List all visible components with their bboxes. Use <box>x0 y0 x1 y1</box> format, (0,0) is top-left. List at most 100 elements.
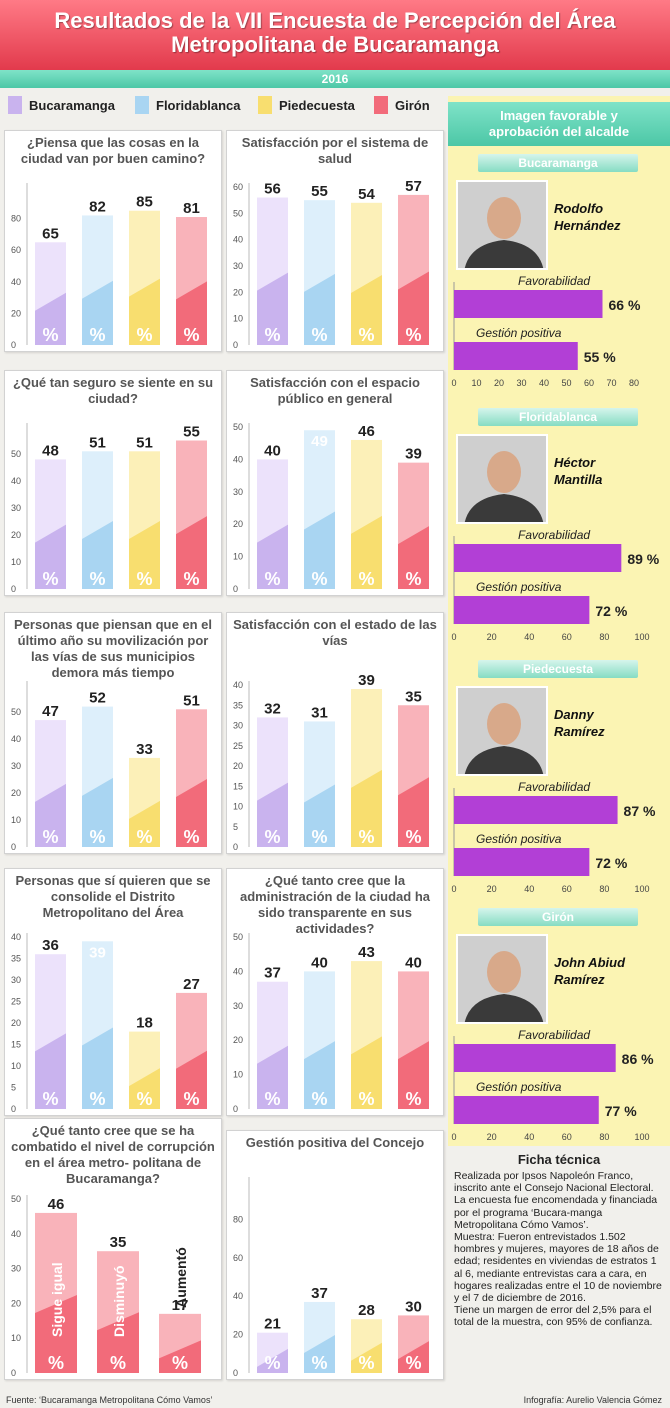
legend-item: Piedecuesta <box>258 95 355 115</box>
y-tick-label: 10 <box>11 815 21 825</box>
favorability-label: Favorabilidad <box>518 780 591 794</box>
y-tick-label: 35 <box>11 954 21 964</box>
legend-item: Floridablanca <box>135 95 241 115</box>
bar-value-label: 31 <box>311 704 328 721</box>
mayor-tick-label: 100 <box>634 1132 649 1142</box>
management-value: 72 % <box>595 603 627 619</box>
bar-shade <box>176 516 207 589</box>
y-tick-label: 0 <box>233 1368 238 1378</box>
technical-sheet-text-2: Muestra: Fueron entrevistados 1.502 homb… <box>454 1231 662 1305</box>
chart-svg: 0 5 10 15 20 25 30 35 40 36% 39% 18% 27% <box>11 932 207 1114</box>
mayor-photo <box>456 434 548 524</box>
bar-shade <box>82 521 113 589</box>
title-line-1: Resultados de la VII Encuesta de Percepc… <box>54 8 616 33</box>
chart-svg: 0 10 20 30 40 50 60 56% 55% 54% 57% <box>233 178 429 350</box>
bar-value-label: 55 <box>311 183 328 200</box>
bar-value-label: 35 <box>405 688 422 705</box>
y-tick-label: 40 <box>233 454 243 464</box>
management-value: 72 % <box>595 855 627 871</box>
y-tick-label: 5 <box>11 1083 16 1093</box>
favorability-label: Favorabilidad <box>518 1028 591 1042</box>
bar-shade <box>35 783 66 847</box>
bar-percent-sign: % <box>264 569 280 589</box>
bar-value-label: 40 <box>264 442 281 459</box>
legend-item: Bucaramanga <box>8 95 115 115</box>
bar-shade <box>304 1335 335 1373</box>
bar-percent-sign: % <box>264 325 280 345</box>
bar-value-label: 35 <box>110 1234 127 1251</box>
favorability-bar <box>454 544 622 572</box>
bar-percent-sign: % <box>42 1089 58 1109</box>
bar-shade <box>82 1027 113 1109</box>
mayor-bars-svg: 87 % 72 % 0 20 40 60 80 100 <box>451 788 656 894</box>
portrait-head <box>487 197 521 239</box>
y-tick-label: 40 <box>11 734 21 744</box>
y-tick-label: 30 <box>233 261 243 271</box>
bar-value-label: 51 <box>136 434 153 451</box>
mayor-tick-label: 60 <box>562 1132 572 1142</box>
bar-percent-sign: % <box>264 1353 280 1373</box>
bar-value-label: 30 <box>405 1298 422 1315</box>
bar-percent-sign: % <box>311 1089 327 1109</box>
y-tick-label: 30 <box>11 1264 21 1274</box>
bar-value-label: 39 <box>358 672 375 689</box>
bar-shade <box>398 777 429 847</box>
bar-value-label: 51 <box>183 692 200 709</box>
portrait-icon <box>458 936 546 1022</box>
y-tick-label: 80 <box>11 214 21 224</box>
management-value: 77 % <box>605 1103 637 1119</box>
management-bar <box>454 848 590 876</box>
mayor-tick-label: 70 <box>606 378 616 388</box>
y-tick-label: 50 <box>11 1194 21 1204</box>
mayor-bars-svg: 86 % 77 % 0 20 40 60 80 100 <box>451 1036 654 1142</box>
chart-svg: 0 10 20 30 40 50 40% 49% 46% 39% <box>233 422 429 594</box>
mayor-block: Piedecuesta Danny Ramírez Favorabilidad Gest… <box>448 660 670 904</box>
y-tick-label: 20 <box>11 308 21 318</box>
mayor-municipality: Bucaramanga <box>478 154 638 172</box>
legend-label: Piedecuesta <box>279 97 355 113</box>
mayor-name: Danny Ramírez <box>554 706 664 740</box>
bar-shade <box>129 800 160 847</box>
y-tick-label: 80 <box>233 1214 243 1224</box>
portrait-icon <box>458 436 546 522</box>
chart-svg: 0 5 10 15 20 25 30 35 40 32% 31% 39% 35% <box>233 672 429 852</box>
bar-shade <box>304 784 335 847</box>
bar-value-label: 54 <box>358 186 375 203</box>
mayors-title-line-2: aprobación del alcalde <box>488 124 630 139</box>
mayor-tick-label: 80 <box>599 632 609 642</box>
portrait-head <box>487 703 521 745</box>
legend-swatch <box>258 96 272 114</box>
chart-svg: 0 10 20 30 40 50 47% 52% 33% 51% <box>11 681 207 852</box>
bar-value-label: 85 <box>136 194 153 211</box>
bar-shade <box>398 526 429 589</box>
mayor-tick-label: 0 <box>451 884 456 894</box>
chart-title: Personas que sí quieren que se consolide… <box>15 873 211 920</box>
y-tick-label: 40 <box>233 1291 243 1301</box>
chart-svg: 0 10 20 30 40 50 37% 40% 43% 40% <box>233 932 429 1114</box>
chart-title: ¿Qué tanto cree que se ha combatido el n… <box>11 1123 215 1186</box>
y-tick-label: 60 <box>11 245 21 255</box>
source-note: Fuente: ‘Bucaramanga Metropolitana Cómo … <box>6 1395 213 1405</box>
bar-percent-sign: % <box>358 1089 374 1109</box>
y-tick-label: 10 <box>11 1333 21 1343</box>
legend-swatch <box>374 96 388 114</box>
favorability-bar <box>454 290 603 318</box>
mayor-tick-label: 80 <box>599 1132 609 1142</box>
bar-shade <box>351 1036 382 1109</box>
technical-sheet: Ficha técnica Realizada por Ipsos Napole… <box>448 1150 670 1390</box>
favorability-value: 87 % <box>624 803 656 819</box>
bar-percent-sign: % <box>48 1353 64 1373</box>
bar-shade <box>398 1041 429 1109</box>
portrait-icon <box>458 182 546 268</box>
bar-shade <box>398 271 429 345</box>
mayor-municipality: Piedecuesta <box>478 660 638 678</box>
mayor-tick-label: 20 <box>487 632 497 642</box>
management-bar <box>454 1096 599 1124</box>
y-tick-label: 20 <box>233 1035 243 1045</box>
mayor-municipality: Floridablanca <box>478 408 638 426</box>
chart-title: ¿Qué tan seguro se siente en su ciudad? <box>12 375 214 406</box>
bar-value-label: 37 <box>311 1285 328 1302</box>
portrait-shoulders <box>464 240 544 268</box>
mayor-name-line-2: Mantilla <box>554 472 603 487</box>
y-tick-label: 40 <box>11 277 21 287</box>
